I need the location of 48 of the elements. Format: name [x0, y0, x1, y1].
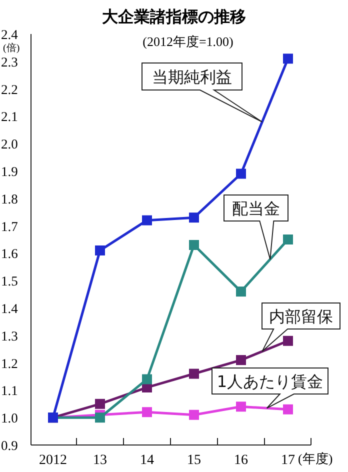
y-axis-title: (倍): [3, 42, 20, 54]
y-tick-label: 1.5: [1, 274, 18, 289]
point: [95, 245, 105, 256]
point: [189, 212, 199, 223]
point: [236, 168, 246, 179]
point: [283, 404, 293, 414]
x-tick-label: 16: [234, 453, 248, 468]
point: [95, 398, 105, 409]
y-tick-label: 0.9: [1, 438, 18, 453]
point: [142, 374, 152, 384]
x-axis-title: (年度): [298, 451, 333, 466]
y-tick-label: 1.9: [1, 164, 18, 179]
point: [142, 215, 152, 226]
point: [283, 234, 293, 244]
point: [283, 54, 293, 64]
text: 当期純利益: [152, 68, 232, 86]
y-tick-label: 2.4: [1, 27, 18, 42]
point: [189, 410, 199, 420]
y-tick-label: 1.0: [1, 410, 18, 426]
series-label: 内部留保: [269, 307, 333, 326]
point: [236, 402, 246, 412]
y-tick-label: 1.7: [1, 218, 18, 234]
y-tick-label: 2.2: [1, 82, 18, 97]
point: [189, 368, 199, 379]
x-tick-label: 17: [281, 453, 295, 468]
series-label: 配当金: [232, 199, 280, 218]
point: [142, 407, 152, 418]
y-tick-label: 1.1: [1, 383, 18, 398]
y-tick-label: 1.6: [1, 246, 18, 262]
x-tick-label: 2012: [39, 453, 67, 468]
y-tick-label: 1.8: [1, 191, 18, 206]
y-tick-label: 2.1: [1, 109, 18, 124]
point: [236, 355, 246, 366]
x-tick-label: 13: [93, 453, 107, 468]
x-tick-label: 14: [140, 453, 154, 468]
point: [283, 336, 293, 346]
chart-title: 大企業諸指標の推移: [102, 7, 246, 26]
x-tick-label: 15: [187, 453, 201, 468]
chart-subtitle: (2012年度=1.00): [142, 34, 234, 49]
series-label: 1人あたり賃金: [216, 372, 324, 391]
point: [236, 286, 246, 297]
point: [189, 240, 199, 250]
y-tick-label: 1.3: [1, 328, 18, 344]
y-tick-label: 2.0: [1, 136, 18, 152]
y-tick-label: 2.3: [1, 54, 18, 70]
point: [95, 412, 105, 423]
y-tick-label: 1.2: [1, 356, 18, 371]
y-tick-label: 1.4: [1, 301, 18, 316]
